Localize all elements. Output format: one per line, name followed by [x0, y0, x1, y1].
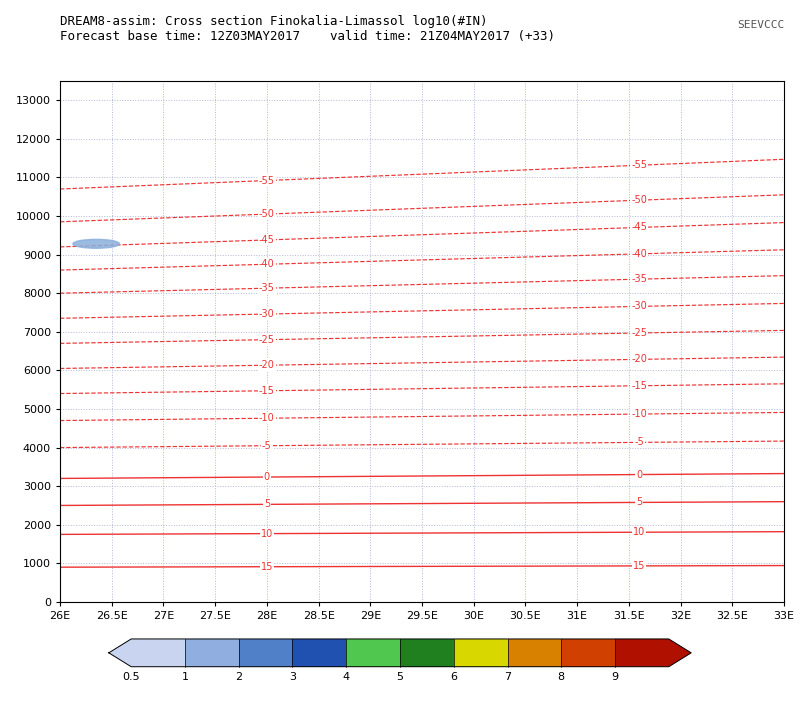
Text: -45: -45: [631, 222, 647, 232]
Text: 7: 7: [504, 672, 511, 682]
Text: 0.5: 0.5: [122, 672, 140, 682]
Ellipse shape: [73, 239, 119, 249]
Polygon shape: [238, 639, 293, 667]
Text: -25: -25: [631, 328, 647, 338]
Text: 3: 3: [289, 672, 296, 682]
Polygon shape: [615, 639, 691, 667]
Text: -30: -30: [631, 301, 647, 311]
Text: -55: -55: [631, 161, 647, 170]
Text: DREAM8-assim: Cross section Finokalia-Limassol log10(#IN): DREAM8-assim: Cross section Finokalia-Li…: [60, 15, 487, 28]
Text: -25: -25: [259, 334, 275, 345]
Text: -50: -50: [259, 209, 274, 219]
Text: 5: 5: [636, 498, 642, 508]
Text: 0: 0: [264, 472, 270, 482]
Polygon shape: [109, 639, 185, 667]
Text: 5: 5: [397, 672, 403, 682]
Text: -15: -15: [259, 386, 274, 396]
Text: 15: 15: [261, 562, 273, 572]
Text: -35: -35: [259, 283, 274, 293]
Text: -35: -35: [631, 274, 647, 284]
Polygon shape: [400, 639, 454, 667]
Text: -5: -5: [262, 441, 272, 451]
Text: 1: 1: [182, 672, 189, 682]
Text: -20: -20: [259, 360, 274, 370]
Text: -55: -55: [259, 175, 275, 186]
Text: 2: 2: [235, 672, 242, 682]
Text: 10: 10: [633, 527, 646, 537]
Text: -5: -5: [634, 437, 644, 447]
Text: 10: 10: [261, 529, 273, 539]
Polygon shape: [185, 639, 238, 667]
Text: -40: -40: [259, 259, 274, 269]
Text: -10: -10: [259, 413, 274, 423]
Text: -20: -20: [631, 354, 647, 365]
Text: 6: 6: [450, 672, 458, 682]
Text: -40: -40: [631, 249, 647, 259]
Text: -45: -45: [259, 235, 274, 245]
Text: -15: -15: [631, 381, 647, 391]
Text: 9: 9: [611, 672, 618, 682]
Text: 5: 5: [264, 499, 270, 510]
Polygon shape: [507, 639, 562, 667]
Text: Forecast base time: 12Z03MAY2017    valid time: 21Z04MAY2017 (+33): Forecast base time: 12Z03MAY2017 valid t…: [60, 30, 555, 42]
Polygon shape: [454, 639, 507, 667]
Polygon shape: [562, 639, 615, 667]
Polygon shape: [346, 639, 400, 667]
Text: 8: 8: [558, 672, 565, 682]
Text: 4: 4: [342, 672, 350, 682]
Text: 0: 0: [636, 470, 642, 479]
Text: -10: -10: [631, 409, 647, 419]
Polygon shape: [293, 639, 346, 667]
Text: 15: 15: [633, 561, 646, 571]
Text: -50: -50: [631, 195, 647, 205]
Text: -30: -30: [259, 309, 274, 319]
Text: SEEVCCC: SEEVCCC: [737, 20, 784, 30]
